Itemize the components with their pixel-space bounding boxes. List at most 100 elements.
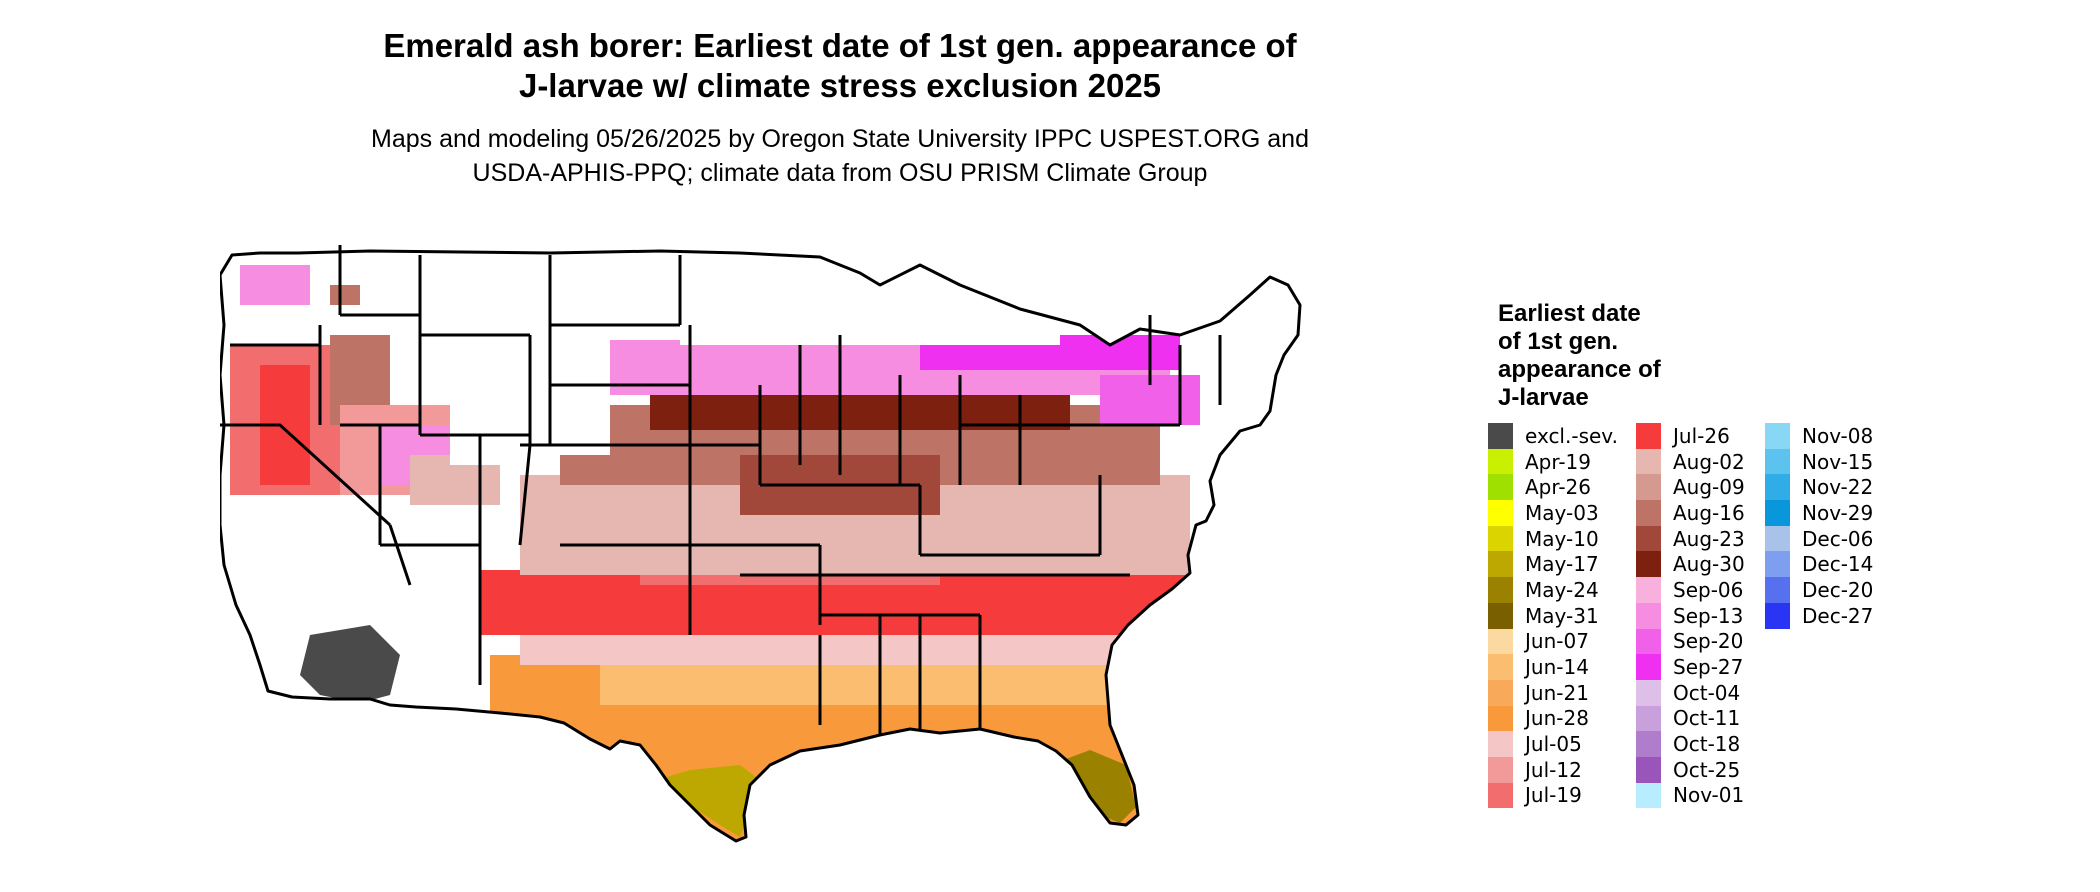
legend-item: Jul-12 xyxy=(1488,756,1618,783)
legend-swatch xyxy=(1636,679,1661,706)
legend-item: Nov-01 xyxy=(1636,782,1745,809)
legend-swatch xyxy=(1636,628,1661,655)
legend-swatch xyxy=(1488,731,1513,757)
legend-label: Jul-12 xyxy=(1525,757,1582,782)
legend-swatch xyxy=(1765,474,1790,501)
legend-label: May-17 xyxy=(1525,552,1599,577)
legend-item: Aug-02 xyxy=(1636,448,1745,475)
legend-label: Oct-18 xyxy=(1673,732,1741,757)
legend-swatch xyxy=(1636,654,1661,680)
legend-label: May-24 xyxy=(1525,577,1599,602)
legend-item: Jul-05 xyxy=(1488,731,1618,757)
legend-item: Jun-28 xyxy=(1488,705,1618,732)
legend-label: May-10 xyxy=(1525,526,1599,551)
phenology-raster xyxy=(220,251,1300,841)
legend-label: Apr-26 xyxy=(1525,475,1591,500)
map-subtitle-line-1: Maps and modeling 05/26/2025 by Oregon S… xyxy=(371,125,1309,153)
legend-column-2: Jul-26 Aug-02 Aug-09 Aug-16 Aug-23 Aug-30 Sep-… xyxy=(1636,423,1745,809)
legend-item: Aug-23 xyxy=(1636,525,1745,552)
legend-label: Aug-30 xyxy=(1673,552,1745,577)
legend-item: Aug-30 xyxy=(1636,551,1745,578)
legend-swatch xyxy=(1636,500,1661,526)
legend-swatch xyxy=(1488,756,1513,783)
map-title-line-1: Emerald ash borer: Earliest date of 1st … xyxy=(383,27,1297,64)
legend-label: Aug-23 xyxy=(1673,526,1745,551)
legend-column-1: excl.-sev. Apr-19 Apr-26 May-03 May-10 May-17… xyxy=(1488,423,1618,809)
legend-item: excl.-sev. xyxy=(1488,423,1618,449)
legend-item: Jul-26 xyxy=(1636,423,1745,449)
legend-label: Jul-05 xyxy=(1525,732,1582,757)
legend-item: Jun-07 xyxy=(1488,628,1618,655)
legend-label: Oct-25 xyxy=(1673,757,1741,782)
legend-label: Nov-15 xyxy=(1802,449,1874,474)
legend-swatch xyxy=(1636,551,1661,578)
legend-title-line-1: Earliest date xyxy=(1498,300,1641,327)
legend-item: Nov-08 xyxy=(1765,423,1873,449)
legend-item: May-03 xyxy=(1488,500,1618,526)
legend-swatch xyxy=(1488,500,1513,526)
legend-label: Nov-29 xyxy=(1802,500,1874,525)
legend-label: Dec-14 xyxy=(1802,552,1874,577)
legend-swatch xyxy=(1765,602,1790,629)
legend-label: Dec-06 xyxy=(1802,526,1874,551)
legend-label: Jun-21 xyxy=(1525,680,1589,705)
legend-swatch xyxy=(1488,474,1513,501)
legend-label: Jun-28 xyxy=(1525,706,1589,731)
legend-swatch xyxy=(1636,782,1661,809)
legend-swatch xyxy=(1636,577,1661,603)
legend-swatch xyxy=(1636,525,1661,552)
legend-item: May-17 xyxy=(1488,551,1618,578)
legend-label: excl.-sev. xyxy=(1525,423,1618,448)
legend-label: Jun-14 xyxy=(1525,655,1589,680)
legend-label: Jul-26 xyxy=(1673,423,1730,448)
legend-swatch xyxy=(1488,551,1513,578)
legend-swatch xyxy=(1488,654,1513,680)
map-subtitle-line-2: USDA-APHIS-PPQ; climate data from OSU PR… xyxy=(472,159,1208,187)
legend-item: May-24 xyxy=(1488,577,1618,603)
legend-item: Nov-22 xyxy=(1765,474,1874,501)
legend-swatch xyxy=(1765,551,1790,578)
legend-swatch xyxy=(1636,423,1661,449)
legend-swatch xyxy=(1488,705,1513,732)
legend-label: Sep-20 xyxy=(1673,629,1744,654)
legend-label: Oct-04 xyxy=(1673,680,1741,705)
legend-item: Dec-06 xyxy=(1765,525,1874,552)
legend-item: Aug-09 xyxy=(1636,474,1745,501)
legend-swatch xyxy=(1636,705,1661,732)
legend-swatch xyxy=(1765,423,1790,449)
legend-swatch xyxy=(1765,577,1790,603)
legend-item: Oct-25 xyxy=(1636,756,1745,783)
legend-swatch xyxy=(1488,602,1513,629)
legend-label: Dec-20 xyxy=(1802,577,1874,602)
legend-swatch xyxy=(1488,448,1513,475)
legend-swatch xyxy=(1765,500,1790,526)
legend-item: May-31 xyxy=(1488,602,1618,629)
legend-label: Dec-27 xyxy=(1802,603,1874,628)
legend-swatch xyxy=(1488,577,1513,603)
legend-swatch xyxy=(1636,602,1661,629)
legend-item: Sep-06 xyxy=(1636,577,1745,603)
legend-swatch xyxy=(1488,628,1513,655)
legend-column-3: Nov-08 Nov-15 Nov-22 Nov-29 Dec-06 Dec-14 Dec-… xyxy=(1765,423,1873,629)
legend-label: Aug-09 xyxy=(1673,475,1745,500)
map-title-line-2: J-larvae w/ climate stress exclusion 202… xyxy=(518,67,1162,104)
us-phenology-map xyxy=(220,245,1302,843)
legend-item: Dec-20 xyxy=(1765,577,1873,603)
legend-label: Sep-13 xyxy=(1673,603,1744,628)
legend-label: Nov-22 xyxy=(1802,475,1874,500)
legend-label: Sep-27 xyxy=(1673,655,1744,680)
legend-item: Nov-15 xyxy=(1765,448,1874,475)
legend-label: Sep-06 xyxy=(1673,577,1744,602)
legend-item: Sep-20 xyxy=(1636,628,1745,655)
legend-item: Jul-19 xyxy=(1488,782,1618,809)
us-outline xyxy=(220,249,1302,843)
legend-swatch xyxy=(1488,423,1513,449)
legend-label: Nov-08 xyxy=(1802,423,1874,448)
legend-label: Aug-02 xyxy=(1673,449,1745,474)
legend-label: May-31 xyxy=(1525,603,1599,628)
state-boundaries xyxy=(220,245,1302,843)
legend-swatch xyxy=(1636,756,1661,783)
legend-swatch xyxy=(1636,448,1661,475)
legend-label: May-03 xyxy=(1525,500,1599,525)
legend-label: Jul-19 xyxy=(1525,783,1582,808)
